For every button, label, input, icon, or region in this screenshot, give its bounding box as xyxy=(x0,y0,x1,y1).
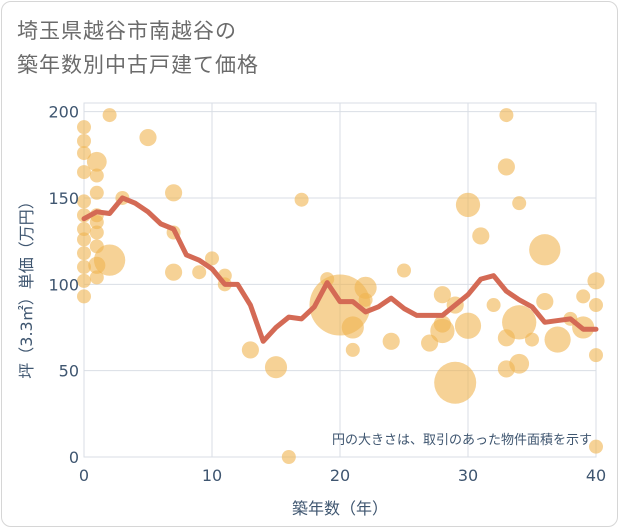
scatter-point xyxy=(77,273,91,288)
x-tick-label: 30 xyxy=(458,466,478,485)
scatter-point xyxy=(472,227,490,245)
y-tick-label: 150 xyxy=(48,189,79,208)
scatter-point xyxy=(139,128,157,147)
grid-lines xyxy=(83,102,597,458)
scatter-point xyxy=(102,108,117,123)
title-line-1: 埼玉県越谷市南越谷の xyxy=(17,19,237,43)
scatter-point xyxy=(165,184,183,202)
scatter-point xyxy=(294,192,309,207)
scatter-point xyxy=(589,348,603,363)
scatter-point xyxy=(77,260,91,275)
scatter-point xyxy=(89,270,104,285)
scatter-point xyxy=(454,312,482,339)
scatter-point xyxy=(589,298,603,313)
scatter-point xyxy=(354,276,377,299)
scatter-point xyxy=(589,439,603,454)
scatter-point xyxy=(430,318,455,344)
scatter-point xyxy=(192,265,207,280)
scatter-point xyxy=(433,286,451,304)
y-tick-label: 50 xyxy=(59,362,79,381)
scatter-point xyxy=(77,133,91,148)
scatter-point xyxy=(587,272,605,290)
scatter-point xyxy=(499,108,514,123)
y-tick-label: 0 xyxy=(69,448,79,467)
average-price-line xyxy=(81,195,599,344)
scatter-point xyxy=(89,168,104,183)
scatter-point xyxy=(382,332,400,350)
scatter-point xyxy=(77,246,91,261)
x-axis-label: 築年数（年） xyxy=(292,499,388,518)
scatter-point xyxy=(205,251,219,266)
x-tick-label: 20 xyxy=(330,466,350,485)
scatter-point xyxy=(529,234,561,266)
scatter-point xyxy=(77,289,91,304)
scatter-point xyxy=(486,298,501,313)
x-tick-label: 10 xyxy=(202,466,222,485)
x-tick-label: 40 xyxy=(586,466,606,485)
scatter-point xyxy=(77,165,91,180)
title-line-2: 築年数別中古戸建て価格 xyxy=(17,53,259,77)
scatter-point xyxy=(509,353,530,374)
scatter-point xyxy=(281,450,296,464)
scatter-point xyxy=(77,120,91,135)
scatter-point xyxy=(497,158,515,176)
scatter-point xyxy=(536,293,554,311)
scatter-point xyxy=(397,263,411,278)
scatter-point xyxy=(77,194,91,209)
scatter-point xyxy=(89,215,104,230)
scatter-point xyxy=(576,289,591,304)
scatter-point xyxy=(86,151,107,172)
scatter-point xyxy=(544,326,571,353)
chart-title: 埼玉県越谷市南越谷の 築年数別中古戸建て価格 xyxy=(17,14,259,82)
x-tick-label: 0 xyxy=(79,466,89,485)
scatter-point xyxy=(89,225,104,240)
scatter-point xyxy=(434,361,477,404)
y-tick-label: 200 xyxy=(48,103,79,122)
y-axis-ticks: 0 50 100 150 200 xyxy=(48,103,79,467)
scatter-point xyxy=(358,292,373,307)
scatter-point xyxy=(241,341,259,359)
scatter-point xyxy=(165,263,183,281)
average-line-series xyxy=(81,195,599,344)
y-tick-label: 100 xyxy=(48,275,79,294)
scatter-point xyxy=(525,332,539,347)
bubble-size-note: 円の大きさは、取引のあった物件面積を示す xyxy=(332,433,592,448)
scatter-point xyxy=(341,316,364,339)
scatter-point xyxy=(89,185,104,200)
scatter-point xyxy=(502,305,537,340)
y-axis-label: 坪（3.3㎡）単価（万円） xyxy=(17,193,36,378)
scatter-point xyxy=(77,232,91,247)
scatter-point xyxy=(345,342,360,357)
scatter-point xyxy=(455,192,481,218)
scatter-point xyxy=(77,146,91,161)
bubble-series xyxy=(77,108,605,464)
x-axis-ticks: 0 10 20 30 40 xyxy=(79,466,606,485)
scatter-point xyxy=(512,196,527,211)
scatter-point xyxy=(77,222,91,237)
scatter-point xyxy=(264,356,288,379)
scatter-point xyxy=(93,244,126,276)
